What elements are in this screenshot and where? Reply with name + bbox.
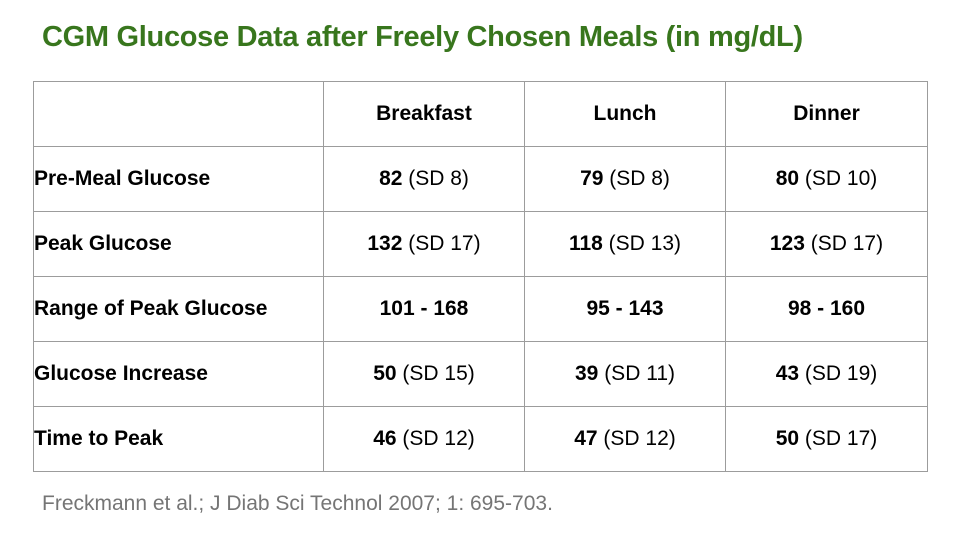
cell-value: 132 [367, 232, 403, 255]
cell-lunch: 79 (SD 8) [524, 146, 726, 212]
cell-sd: (SD 13) [602, 232, 682, 255]
cell-value: 82 [379, 167, 403, 190]
cell-dinner: 50 (SD 17) [725, 406, 928, 472]
cell-breakfast: 46 (SD 12) [323, 406, 525, 472]
cell-lunch: 47 (SD 12) [524, 406, 726, 472]
cell-value: 39 [575, 362, 599, 385]
cell-sd: (SD 12) [396, 427, 475, 450]
cell-sd: (SD 15) [396, 362, 475, 385]
table-row-peak-glucose: Peak Glucose 132 (SD 17) 118 (SD 13) 123… [33, 211, 928, 277]
cell-sd: (SD 8) [402, 167, 469, 190]
cell-lunch: 95 - 143 [524, 276, 726, 342]
glucose-data-table: Breakfast Lunch Dinner Pre-Meal Glucose … [33, 81, 928, 472]
cell-value: 118 [568, 232, 603, 255]
cell-sd: (SD 10) [799, 167, 878, 190]
cell-dinner: 98 - 160 [725, 276, 928, 342]
cell-breakfast: 101 - 168 [323, 276, 525, 342]
cell-value: 50 [373, 362, 397, 385]
cell-value: 47 [574, 427, 598, 450]
row-label: Pre-Meal Glucose [33, 146, 324, 212]
cell-sd: (SD 17) [804, 232, 884, 255]
column-header-dinner: Dinner [725, 81, 928, 147]
cell-value: 80 [775, 167, 800, 190]
table-row-time-to-peak: Time to Peak 46 (SD 12) 47 (SD 12) 50 (S… [33, 406, 928, 472]
cell-sd: (SD 19) [799, 362, 878, 385]
column-header-breakfast: Breakfast [323, 81, 525, 147]
cell-dinner: 80 (SD 10) [725, 146, 928, 212]
cell-breakfast: 50 (SD 15) [323, 341, 525, 407]
table-row-glucose-increase: Glucose Increase 50 (SD 15) 39 (SD 11) 4… [33, 341, 928, 407]
column-header-empty [33, 81, 324, 147]
cell-value: 79 [580, 167, 604, 190]
row-label: Range of Peak Glucose [33, 276, 324, 342]
cell-value: 95 - 143 [586, 297, 664, 320]
table-header-row: Breakfast Lunch Dinner [33, 81, 928, 147]
cell-breakfast: 132 (SD 17) [323, 211, 525, 277]
cell-value: 46 [373, 427, 397, 450]
cell-value: 43 [775, 362, 800, 385]
cell-sd: (SD 11) [598, 362, 675, 385]
cell-sd: (SD 12) [597, 427, 676, 450]
cell-dinner: 123 (SD 17) [725, 211, 928, 277]
cell-dinner: 43 (SD 19) [725, 341, 928, 407]
row-label: Peak Glucose [33, 211, 324, 277]
cell-value: 101 - 168 [379, 297, 469, 320]
page-title: CGM Glucose Data after Freely Chosen Mea… [42, 21, 803, 53]
table-row-pre-meal-glucose: Pre-Meal Glucose 82 (SD 8) 79 (SD 8) 80 … [33, 146, 928, 212]
cell-breakfast: 82 (SD 8) [323, 146, 525, 212]
cell-sd: (SD 17) [799, 427, 878, 450]
cell-value: 50 [775, 427, 800, 450]
cell-lunch: 118 (SD 13) [524, 211, 726, 277]
cell-value: 123 [769, 232, 805, 255]
cell-sd: (SD 8) [603, 167, 670, 190]
citation: Freckmann et al.; J Diab Sci Technol 200… [42, 492, 553, 515]
row-label: Time to Peak [33, 406, 324, 472]
cell-sd: (SD 17) [402, 232, 481, 255]
column-header-lunch: Lunch [524, 81, 726, 147]
row-label: Glucose Increase [33, 341, 324, 407]
table-row-range-of-peak-glucose: Range of Peak Glucose 101 - 168 95 - 143… [33, 276, 928, 342]
cell-lunch: 39 (SD 11) [524, 341, 726, 407]
cell-value: 98 - 160 [787, 297, 866, 320]
